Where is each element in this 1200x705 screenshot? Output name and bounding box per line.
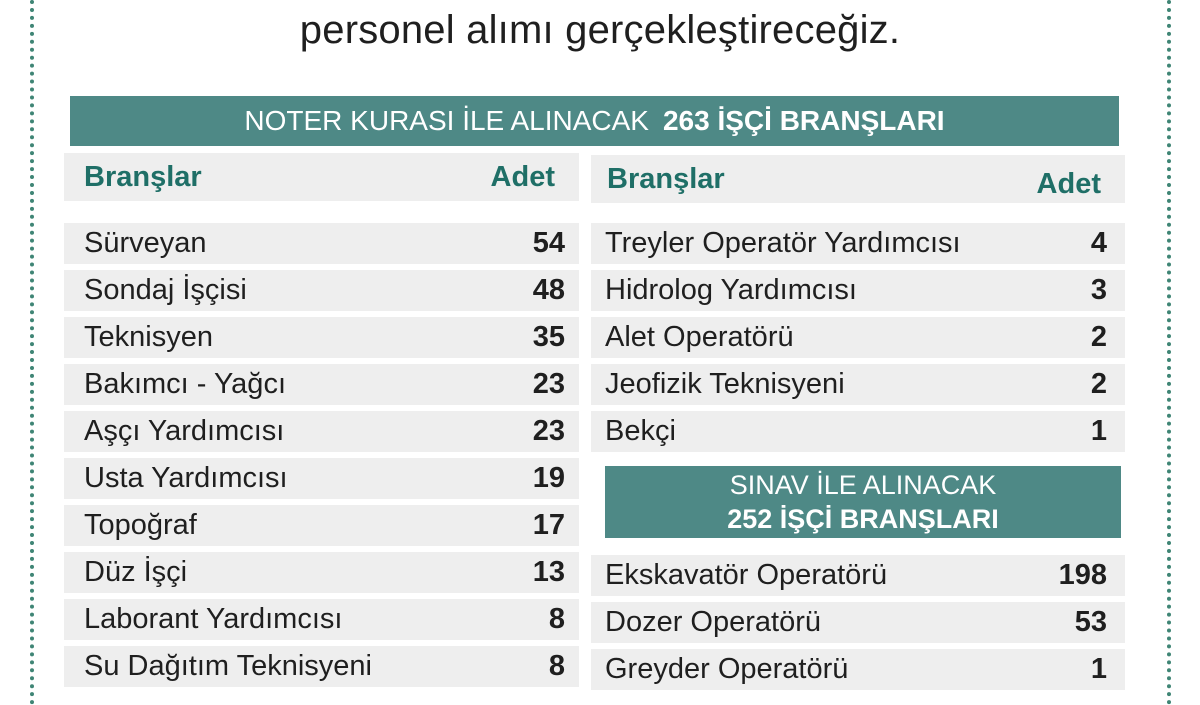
- branch-name: Greyder Operatörü: [605, 653, 849, 685]
- branch-name: Düz İşçi: [84, 556, 188, 588]
- noter-banner: NOTER KURASI İLE ALINACAK 263 İŞÇİ BRANŞ…: [70, 96, 1119, 146]
- table-row: Sondaj İşçisi 48: [64, 270, 579, 311]
- branch-count: 8: [548, 650, 565, 682]
- branch-name: Hidrolog Yardımcısı: [605, 274, 857, 306]
- sinav-banner: SINAV İLE ALINACAK 252 İŞÇİ BRANŞLARI: [605, 466, 1121, 538]
- branch-count: 198: [1058, 559, 1107, 591]
- table-row: Bakımcı - Yağcı 23: [64, 364, 579, 405]
- left-dotted-border: [30, 0, 34, 705]
- branch-count: 35: [532, 321, 565, 353]
- branch-count: 4: [1090, 227, 1107, 259]
- branch-name: Treyler Operatör Yardımcısı: [605, 227, 961, 259]
- branch-count: 1: [1090, 653, 1107, 685]
- branch-name: Jeofizik Teknisyeni: [605, 368, 845, 400]
- branch-name: Topoğraf: [84, 509, 197, 541]
- branch-count: 13: [532, 556, 565, 588]
- table-row: Jeofizik Teknisyeni 2: [591, 364, 1125, 405]
- branch-count: 1: [1090, 415, 1107, 447]
- left-table-header: Branşlar Adet: [64, 153, 579, 201]
- branch-name: Dozer Operatörü: [605, 606, 821, 638]
- sinav-banner-title: SINAV İLE ALINACAK: [729, 470, 997, 500]
- table-row: Düz İşçi 13: [64, 552, 579, 593]
- branch-count: 54: [532, 227, 565, 259]
- sinav-banner-count: 252 İŞÇİ BRANŞLARI: [727, 504, 999, 534]
- headline: personel alımı gerçekleştireceğiz.: [299, 8, 901, 52]
- branch-name: Laborant Yardımcısı: [84, 603, 343, 635]
- branch-name: Sondaj İşçisi: [84, 274, 247, 306]
- branch-count: 2: [1090, 368, 1107, 400]
- table-row: Aşçı Yardımcısı 23: [64, 411, 579, 452]
- right-dotted-border: [1167, 0, 1171, 705]
- branch-header: Branşlar: [607, 162, 725, 195]
- table-row: Sürveyan 54: [64, 223, 579, 264]
- table-row: Usta Yardımcısı 19: [64, 458, 579, 499]
- count-header: Adet: [1036, 167, 1101, 200]
- right-table-header: Branşlar Adet: [591, 155, 1125, 203]
- table-row: Alet Operatörü 2: [591, 317, 1125, 358]
- table-row: Greyder Operatörü 1: [591, 649, 1125, 690]
- table-row: Teknisyen 35: [64, 317, 579, 358]
- branch-name: Bakımcı - Yağcı: [84, 368, 286, 400]
- branch-name: Aşçı Yardımcısı: [84, 415, 285, 447]
- table-row: Su Dağıtım Teknisyeni 8: [64, 646, 579, 687]
- branch-count: 8: [548, 603, 565, 635]
- branch-header: Branşlar: [84, 160, 202, 193]
- table-row: Dozer Operatörü 53: [591, 602, 1125, 643]
- branch-name: Teknisyen: [84, 321, 213, 353]
- branch-name: Su Dağıtım Teknisyeni: [84, 650, 372, 682]
- table-row: Treyler Operatör Yardımcısı 4: [591, 223, 1125, 264]
- count-header: Adet: [490, 160, 555, 193]
- branch-count: 23: [532, 368, 565, 400]
- branch-count: 17: [532, 509, 565, 541]
- branch-count: 2: [1090, 321, 1107, 353]
- branch-count: 23: [532, 415, 565, 447]
- table-row: Hidrolog Yardımcısı 3: [591, 270, 1125, 311]
- branch-name: Ekskavatör Operatörü: [605, 559, 888, 591]
- table-row: Laborant Yardımcısı 8: [64, 599, 579, 640]
- noter-banner-prefix: NOTER KURASI İLE ALINACAK: [244, 105, 649, 136]
- branch-name: Bekçi: [605, 415, 676, 447]
- noter-banner-count: 263 İŞÇİ BRANŞLARI: [662, 105, 945, 136]
- branch-name: Alet Operatörü: [605, 321, 794, 353]
- table-row: Topoğraf 17: [64, 505, 579, 546]
- branch-name: Usta Yardımcısı: [84, 462, 288, 494]
- branch-count: 48: [532, 274, 565, 306]
- table-row: Ekskavatör Operatörü 198: [591, 555, 1125, 596]
- table-row: Bekçi 1: [591, 411, 1125, 452]
- branch-name: Sürveyan: [84, 227, 207, 259]
- branch-count: 53: [1074, 606, 1107, 638]
- branch-count: 3: [1090, 274, 1107, 306]
- branch-count: 19: [532, 462, 565, 494]
